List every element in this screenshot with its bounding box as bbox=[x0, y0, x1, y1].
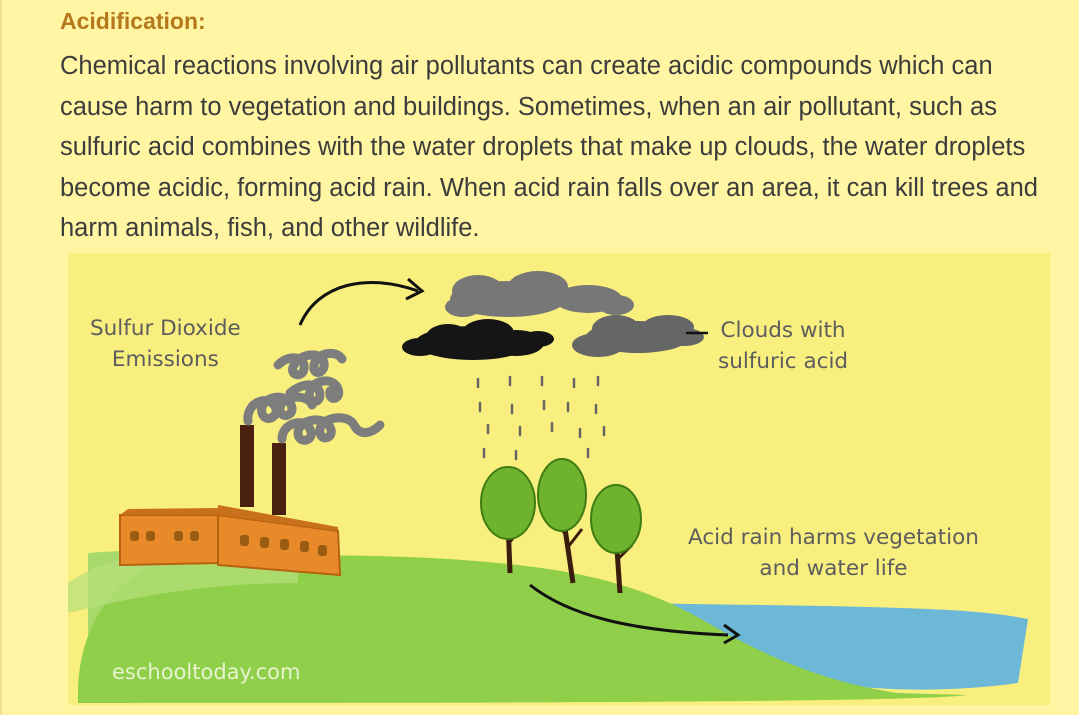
cloud-grey-right bbox=[572, 315, 704, 357]
sulfur-smoke bbox=[243, 348, 385, 445]
label-clouds: Clouds with sulfuric acid bbox=[718, 315, 848, 377]
watermark: eschooltoday.com bbox=[112, 660, 301, 684]
water-body bbox=[628, 603, 1028, 690]
acid-rain-diagram: Sulfur Dioxide Emissions Clouds with sul… bbox=[68, 253, 1050, 705]
diagram-illustration bbox=[68, 253, 1050, 705]
chimney-left bbox=[240, 425, 254, 507]
chimney-right bbox=[272, 443, 286, 515]
label-clouds-line1: Clouds with bbox=[720, 318, 846, 343]
ground bbox=[78, 555, 968, 703]
section-paragraph: Chemical reactions involving air polluta… bbox=[60, 52, 1038, 242]
label-acid-line2: and water life bbox=[759, 556, 908, 581]
page-edge-line bbox=[0, 0, 2, 715]
label-acid-line1: Acid rain harms vegetation bbox=[688, 525, 979, 550]
factory bbox=[119, 505, 342, 577]
label-sulfur-dioxide: Sulfur Dioxide Emissions bbox=[90, 313, 241, 375]
label-clouds-line2: sulfuric acid bbox=[718, 349, 849, 374]
label-acid-rain: Acid rain harms vegetation and water lif… bbox=[688, 522, 979, 584]
tree-left bbox=[480, 466, 536, 574]
tree-middle bbox=[537, 458, 587, 584]
emission-arrowhead bbox=[405, 277, 425, 301]
label-sulfur-line1: Sulfur Dioxide bbox=[90, 316, 241, 341]
label-sulfur-line2: Emissions bbox=[111, 347, 219, 372]
runoff-arrowhead bbox=[723, 623, 741, 645]
emission-arrow bbox=[298, 280, 419, 326]
section-heading: Acidification: bbox=[60, 8, 206, 34]
rain-drops bbox=[476, 375, 606, 461]
runoff-arrow bbox=[529, 583, 729, 637]
cloud-grey bbox=[445, 271, 634, 317]
cloud-dark bbox=[402, 319, 554, 360]
tree-right bbox=[590, 484, 642, 594]
